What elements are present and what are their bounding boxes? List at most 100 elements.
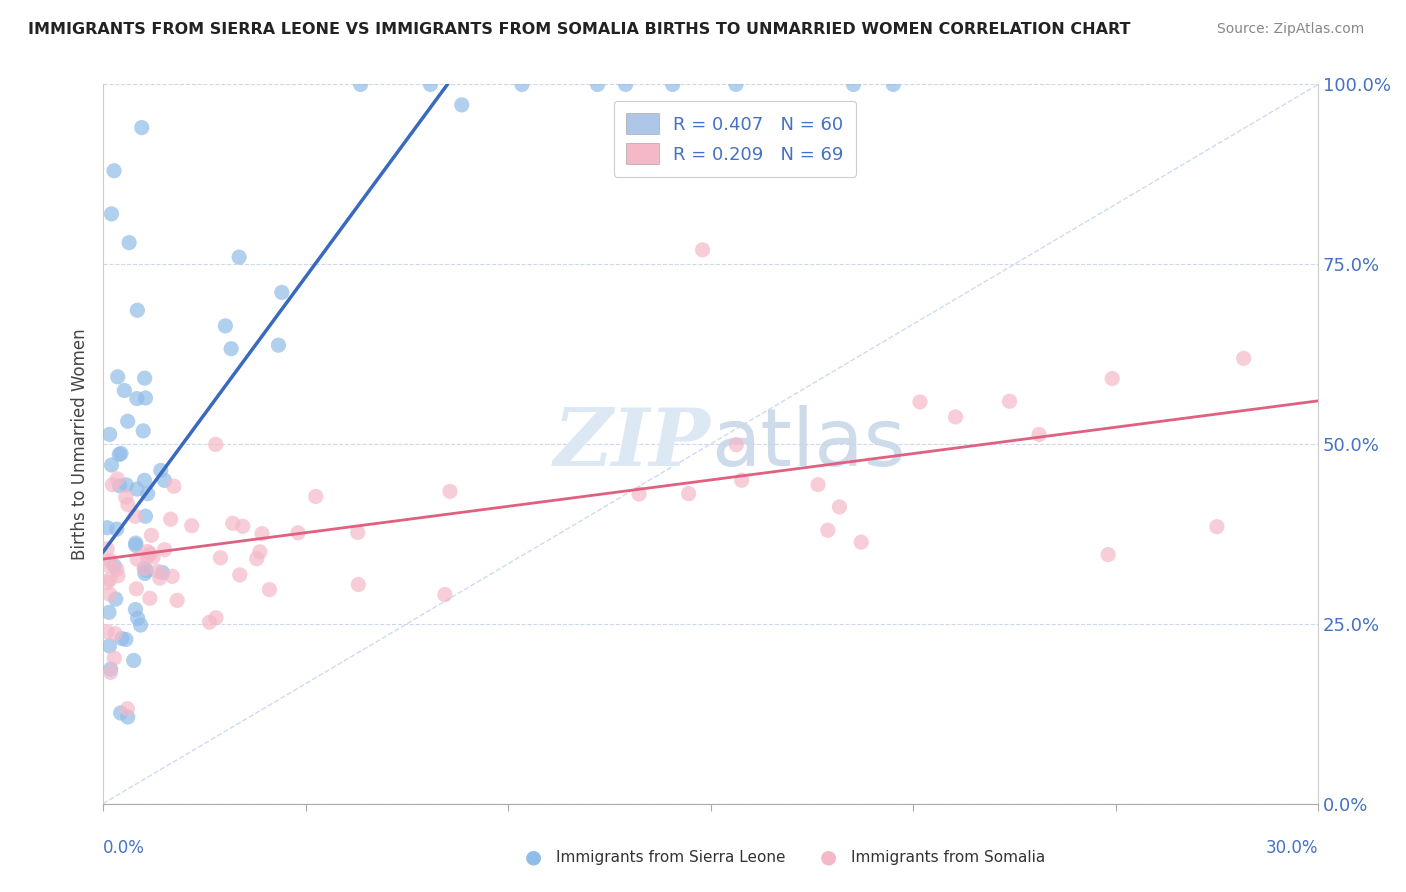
Point [219, 342, 242, 356]
Point [433, 588, 456, 602]
Point [136, 486, 159, 500]
Point [117, 498, 139, 512]
Point [125, 482, 148, 496]
Point [134, 391, 156, 405]
Point [96, 521, 118, 535]
Legend: R = 0.407   N = 60, R = 0.209   N = 69: R = 0.407 N = 60, R = 0.209 N = 69 [613, 101, 856, 177]
Text: IMMIGRANTS FROM SIERRA LEONE VS IMMIGRANTS FROM SOMALIA BIRTHS TO UNMARRIED WOME: IMMIGRANTS FROM SIERRA LEONE VS IMMIGRAN… [28, 22, 1130, 37]
Point [96, 624, 118, 639]
Point [209, 550, 232, 565]
Point [725, 438, 748, 452]
Point [731, 473, 754, 487]
Point [127, 303, 149, 318]
Point [103, 651, 125, 665]
Point [159, 512, 181, 526]
Point [134, 474, 156, 488]
Point [153, 474, 176, 488]
Point [149, 463, 172, 477]
Point [125, 582, 148, 596]
Point [166, 593, 188, 607]
Point [1097, 548, 1119, 562]
Text: 30.0%: 30.0% [1265, 839, 1319, 857]
Point [125, 536, 148, 550]
Point [108, 479, 131, 493]
Point [110, 706, 132, 720]
Point [117, 414, 139, 428]
Point [153, 542, 176, 557]
Point [98, 427, 121, 442]
Point [100, 662, 122, 676]
Point [270, 285, 292, 300]
Point [104, 592, 127, 607]
Point [232, 519, 254, 533]
Point [259, 582, 281, 597]
Point [510, 78, 533, 92]
Point [96, 541, 118, 556]
Point [98, 587, 121, 601]
Point [204, 437, 226, 451]
Point [945, 409, 967, 424]
Point [103, 559, 125, 574]
Text: ZIP: ZIP [554, 405, 710, 483]
Point [628, 487, 651, 501]
Text: atlas: atlas [710, 405, 905, 483]
Point [124, 509, 146, 524]
Point [214, 318, 236, 333]
Point [117, 710, 139, 724]
Point [100, 458, 122, 472]
Point [134, 561, 156, 575]
Point [114, 490, 136, 504]
Point [105, 562, 128, 576]
Point [107, 369, 129, 384]
Point [142, 550, 165, 565]
Point [1233, 351, 1256, 366]
Point [586, 78, 609, 92]
Text: Immigrants from Somalia: Immigrants from Somalia [851, 849, 1046, 864]
Point [228, 250, 250, 264]
Point [246, 551, 269, 566]
Point [132, 424, 155, 438]
Text: Immigrants from Sierra Leone: Immigrants from Sierra Leone [555, 849, 786, 864]
Point [205, 611, 228, 625]
Text: ●: ● [524, 847, 541, 867]
Point [1101, 371, 1123, 385]
Point [139, 591, 162, 606]
Text: ●: ● [820, 847, 837, 867]
Point [152, 566, 174, 580]
Point [117, 702, 139, 716]
Point [115, 632, 138, 647]
Point [678, 486, 700, 500]
Point [842, 78, 865, 92]
Point [108, 448, 131, 462]
Point [125, 538, 148, 552]
Point [105, 522, 128, 536]
Point [96, 575, 118, 590]
Point [807, 477, 830, 491]
Point [101, 477, 124, 491]
Point [250, 526, 273, 541]
Point [347, 577, 370, 591]
Point [229, 568, 252, 582]
Point [136, 544, 159, 558]
Point [1205, 519, 1227, 533]
Point [115, 478, 138, 492]
Point [98, 639, 121, 653]
Point [107, 568, 129, 582]
Text: 0.0%: 0.0% [103, 839, 145, 857]
Point [127, 552, 149, 566]
Point [111, 632, 134, 646]
Point [136, 549, 159, 564]
Point [450, 98, 472, 112]
Point [134, 566, 156, 581]
Point [249, 545, 271, 559]
Point [127, 611, 149, 625]
Point [882, 78, 904, 92]
Point [134, 371, 156, 385]
Point [131, 120, 153, 135]
Point [439, 484, 461, 499]
Point [267, 338, 290, 352]
Point [180, 518, 202, 533]
Point [118, 235, 141, 250]
Point [724, 78, 747, 92]
Point [122, 653, 145, 667]
